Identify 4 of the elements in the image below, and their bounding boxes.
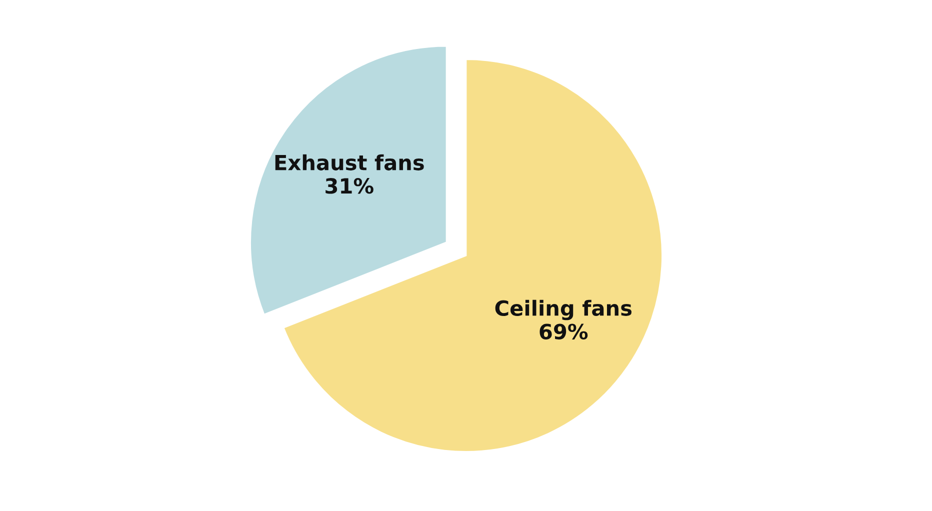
data-label: 31% [326,178,374,194]
slice-label: Ceiling fans [495,300,632,320]
slice-label: Exhaust fans [275,154,424,170]
data-label: 69% [540,324,588,340]
